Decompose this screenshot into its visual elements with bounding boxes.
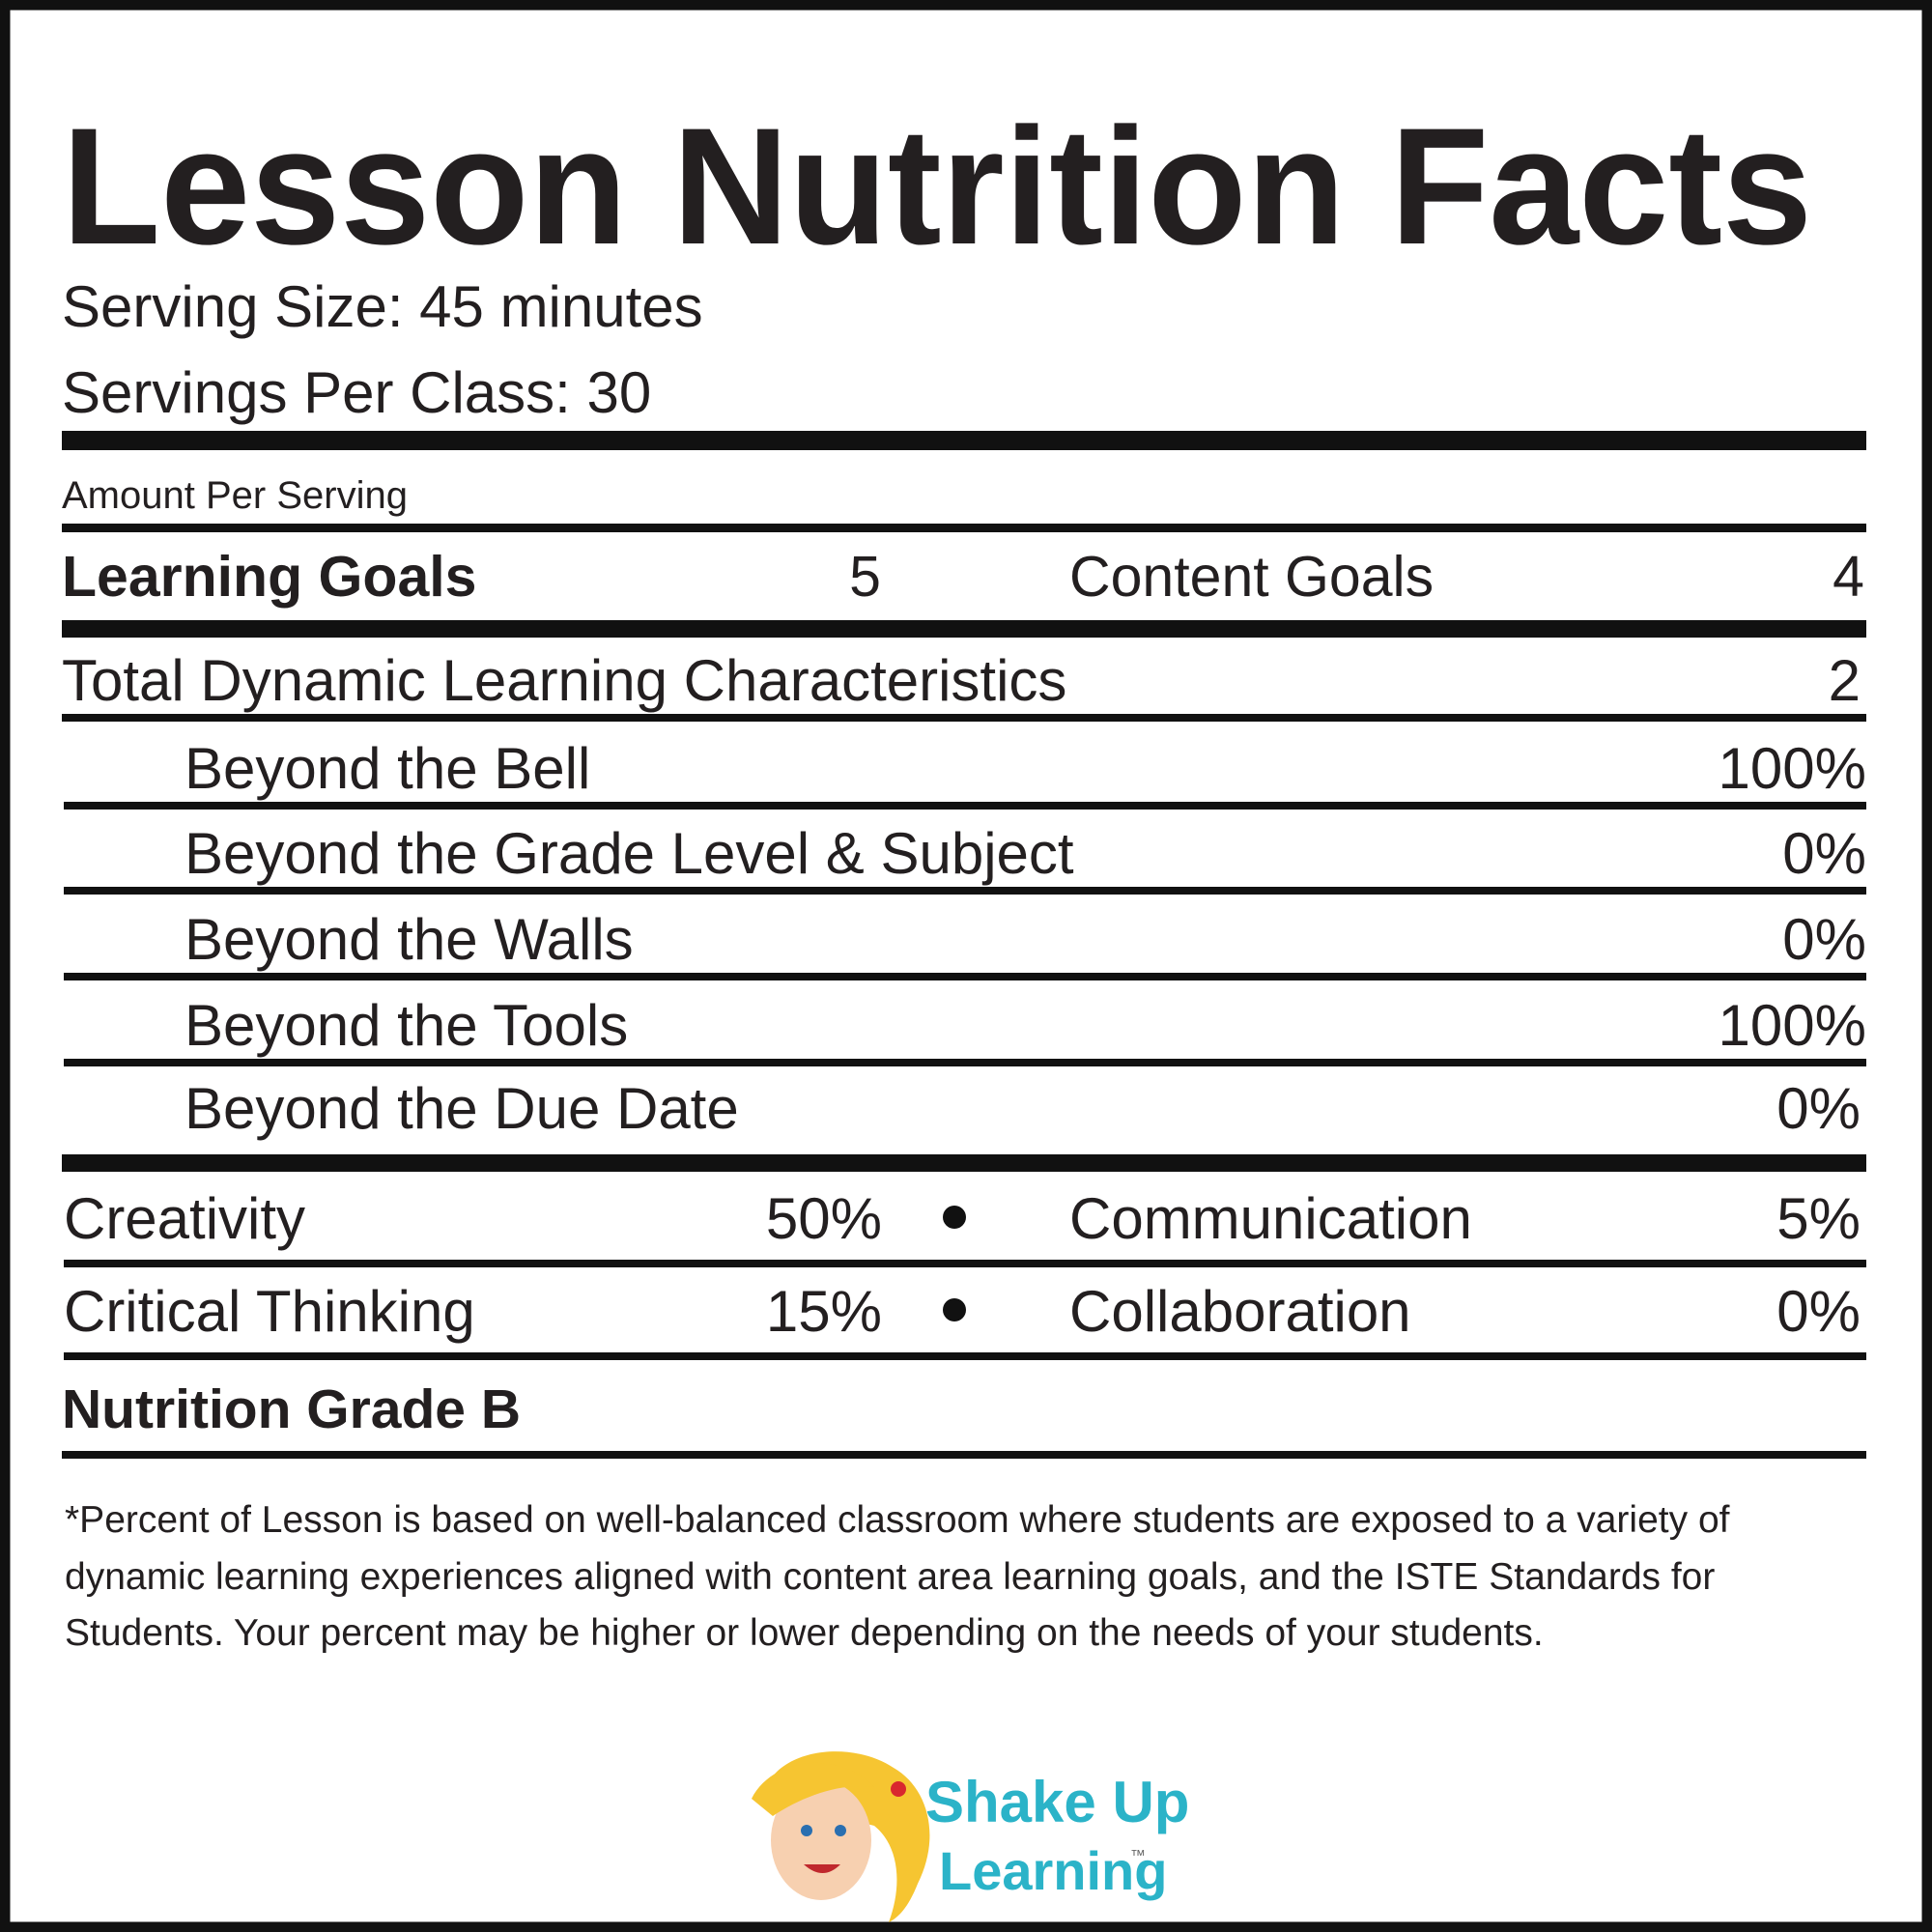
total-value: 2 — [1829, 648, 1861, 713]
logo-eye — [801, 1825, 812, 1836]
characteristic-label: Beyond the Bell — [185, 736, 590, 801]
logo-trademark: ™ — [1130, 1848, 1146, 1864]
logo-mouth — [804, 1864, 840, 1873]
skill-value: 50% — [766, 1186, 882, 1251]
servings-per-class: Servings Per Class: 30 — [62, 360, 651, 425]
characteristic-value: 0% — [1776, 1076, 1861, 1141]
logo: Shake Up Learning ™ — [752, 1751, 1189, 1922]
characteristic-value: 100% — [1719, 736, 1866, 801]
goal-value: 5 — [849, 545, 881, 609]
skill-value: 5% — [1776, 1186, 1861, 1251]
bullet — [943, 1298, 966, 1321]
characteristic-value: 0% — [1782, 821, 1866, 886]
grade: Nutrition Grade B — [62, 1378, 521, 1440]
footnote: *Percent of Lesson is based on well-bala… — [65, 1499, 1730, 1654]
skill-label: Creativity — [64, 1186, 305, 1251]
rule — [64, 973, 1866, 980]
logo-face — [771, 1780, 871, 1900]
amount-per-serving: Amount Per Serving — [62, 474, 408, 517]
logo-eye — [835, 1825, 846, 1836]
skill-value: 15% — [766, 1279, 882, 1344]
logo-bangs — [752, 1762, 874, 1816]
bullet — [943, 1206, 966, 1229]
serving-size: Serving Size: 45 minutes — [62, 274, 703, 339]
characteristic-label: Beyond the Walls — [185, 907, 634, 972]
goal-value: 4 — [1833, 545, 1864, 609]
skill-label: Communication — [1069, 1186, 1472, 1251]
logo-text: Learning — [939, 1840, 1167, 1901]
rule — [64, 802, 1866, 810]
characteristic-label: Beyond the Grade Level & Subject — [185, 821, 1074, 886]
rule — [62, 431, 1866, 450]
characteristic-label: Beyond the Due Date — [185, 1076, 739, 1141]
total-label: Total Dynamic Learning Characteristics — [62, 648, 1066, 713]
rule — [64, 1059, 1866, 1066]
characteristic-value: 100% — [1719, 993, 1866, 1058]
rule — [64, 887, 1866, 895]
rule — [64, 1260, 1866, 1267]
goal-label: Content Goals — [1069, 545, 1434, 609]
skill-label: Collaboration — [1069, 1279, 1411, 1344]
skill-value: 0% — [1776, 1279, 1861, 1344]
characteristic-value: 0% — [1782, 907, 1866, 972]
rule — [62, 1154, 1866, 1172]
rule — [64, 1352, 1866, 1360]
rule — [62, 524, 1866, 532]
logo-text: Shake Up — [925, 1770, 1189, 1834]
logo-bow — [891, 1781, 906, 1797]
characteristic-label: Beyond the Tools — [185, 993, 628, 1058]
title: Lesson Nutrition Facts — [62, 94, 1812, 279]
rule — [62, 620, 1866, 638]
goal-label: Learning Goals — [62, 545, 476, 609]
rule — [62, 714, 1866, 722]
rule — [62, 1451, 1866, 1459]
skill-label: Critical Thinking — [64, 1279, 475, 1344]
